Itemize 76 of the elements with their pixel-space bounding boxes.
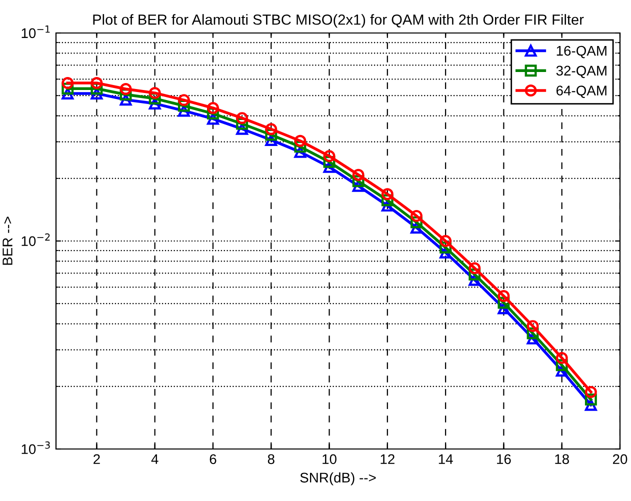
point bbox=[468, 262, 481, 274]
point bbox=[468, 274, 481, 286]
point bbox=[90, 77, 103, 89]
point bbox=[556, 364, 568, 377]
point bbox=[584, 386, 597, 398]
point bbox=[236, 112, 248, 124]
point bbox=[498, 290, 510, 302]
point bbox=[236, 118, 248, 130]
point bbox=[178, 104, 190, 117]
y-axis-title: BER --> bbox=[2, 216, 12, 265]
point bbox=[148, 98, 161, 110]
x-axis-title: SNR(dB) --> bbox=[300, 472, 376, 486]
x-tick-label: 4 bbox=[151, 454, 158, 464]
point bbox=[120, 88, 132, 101]
point bbox=[526, 320, 539, 332]
point bbox=[265, 134, 278, 146]
point bbox=[120, 94, 132, 106]
x-tick-label: 20 bbox=[612, 454, 628, 464]
point bbox=[498, 302, 510, 314]
y-tick-label: 10$^{−2}$ bbox=[22, 233, 50, 246]
point bbox=[584, 398, 597, 411]
x-tick-label: 6 bbox=[210, 454, 216, 464]
x-tick-label: 14 bbox=[438, 454, 453, 464]
point bbox=[440, 246, 452, 259]
point bbox=[148, 86, 161, 99]
point bbox=[352, 180, 364, 192]
point bbox=[90, 88, 103, 100]
x-tick-label: 18 bbox=[555, 454, 569, 464]
point bbox=[294, 140, 306, 153]
point bbox=[410, 210, 422, 222]
point bbox=[498, 296, 510, 309]
point bbox=[265, 123, 278, 136]
legend-label: 16-QAM bbox=[556, 46, 606, 58]
point bbox=[294, 146, 306, 158]
point bbox=[556, 359, 568, 372]
x-tick-label: 2 bbox=[94, 454, 100, 464]
chart-title: Plot of BER for Alamouti STBC MISO(2x1) for QAM with 2th Order FIR Filter bbox=[93, 14, 584, 28]
point bbox=[323, 156, 336, 168]
point bbox=[207, 112, 219, 125]
point bbox=[526, 327, 539, 340]
point bbox=[178, 94, 190, 106]
point bbox=[381, 194, 394, 206]
legend-label: 32-QAM bbox=[556, 66, 606, 78]
point bbox=[178, 100, 190, 112]
point bbox=[468, 268, 481, 280]
y-tick-label: 10$^{−3}$ bbox=[22, 441, 50, 454]
point bbox=[62, 88, 74, 100]
point bbox=[526, 332, 539, 344]
point bbox=[584, 394, 597, 406]
point bbox=[120, 83, 132, 95]
legend-label: 64-QAM bbox=[556, 86, 606, 98]
x-tick-label: 8 bbox=[268, 454, 274, 464]
point bbox=[323, 160, 336, 173]
point bbox=[62, 77, 74, 89]
point bbox=[62, 82, 74, 95]
point bbox=[207, 108, 219, 120]
x-tick-label: 12 bbox=[380, 454, 394, 464]
point bbox=[410, 222, 422, 234]
point bbox=[265, 128, 278, 141]
point bbox=[294, 134, 306, 147]
point bbox=[90, 82, 103, 95]
y-tick-label: 10$^{−1}$ bbox=[22, 26, 50, 38]
x-tick-label: 10 bbox=[322, 454, 336, 464]
point bbox=[236, 122, 248, 135]
point bbox=[381, 188, 394, 200]
point bbox=[440, 235, 452, 247]
point bbox=[148, 92, 161, 105]
point bbox=[352, 168, 364, 181]
point bbox=[207, 102, 219, 114]
point bbox=[440, 242, 452, 254]
point bbox=[556, 352, 568, 364]
point bbox=[323, 150, 336, 162]
point bbox=[352, 175, 364, 188]
x-tick-label: 16 bbox=[497, 454, 511, 464]
point bbox=[381, 200, 394, 212]
point bbox=[410, 216, 422, 228]
